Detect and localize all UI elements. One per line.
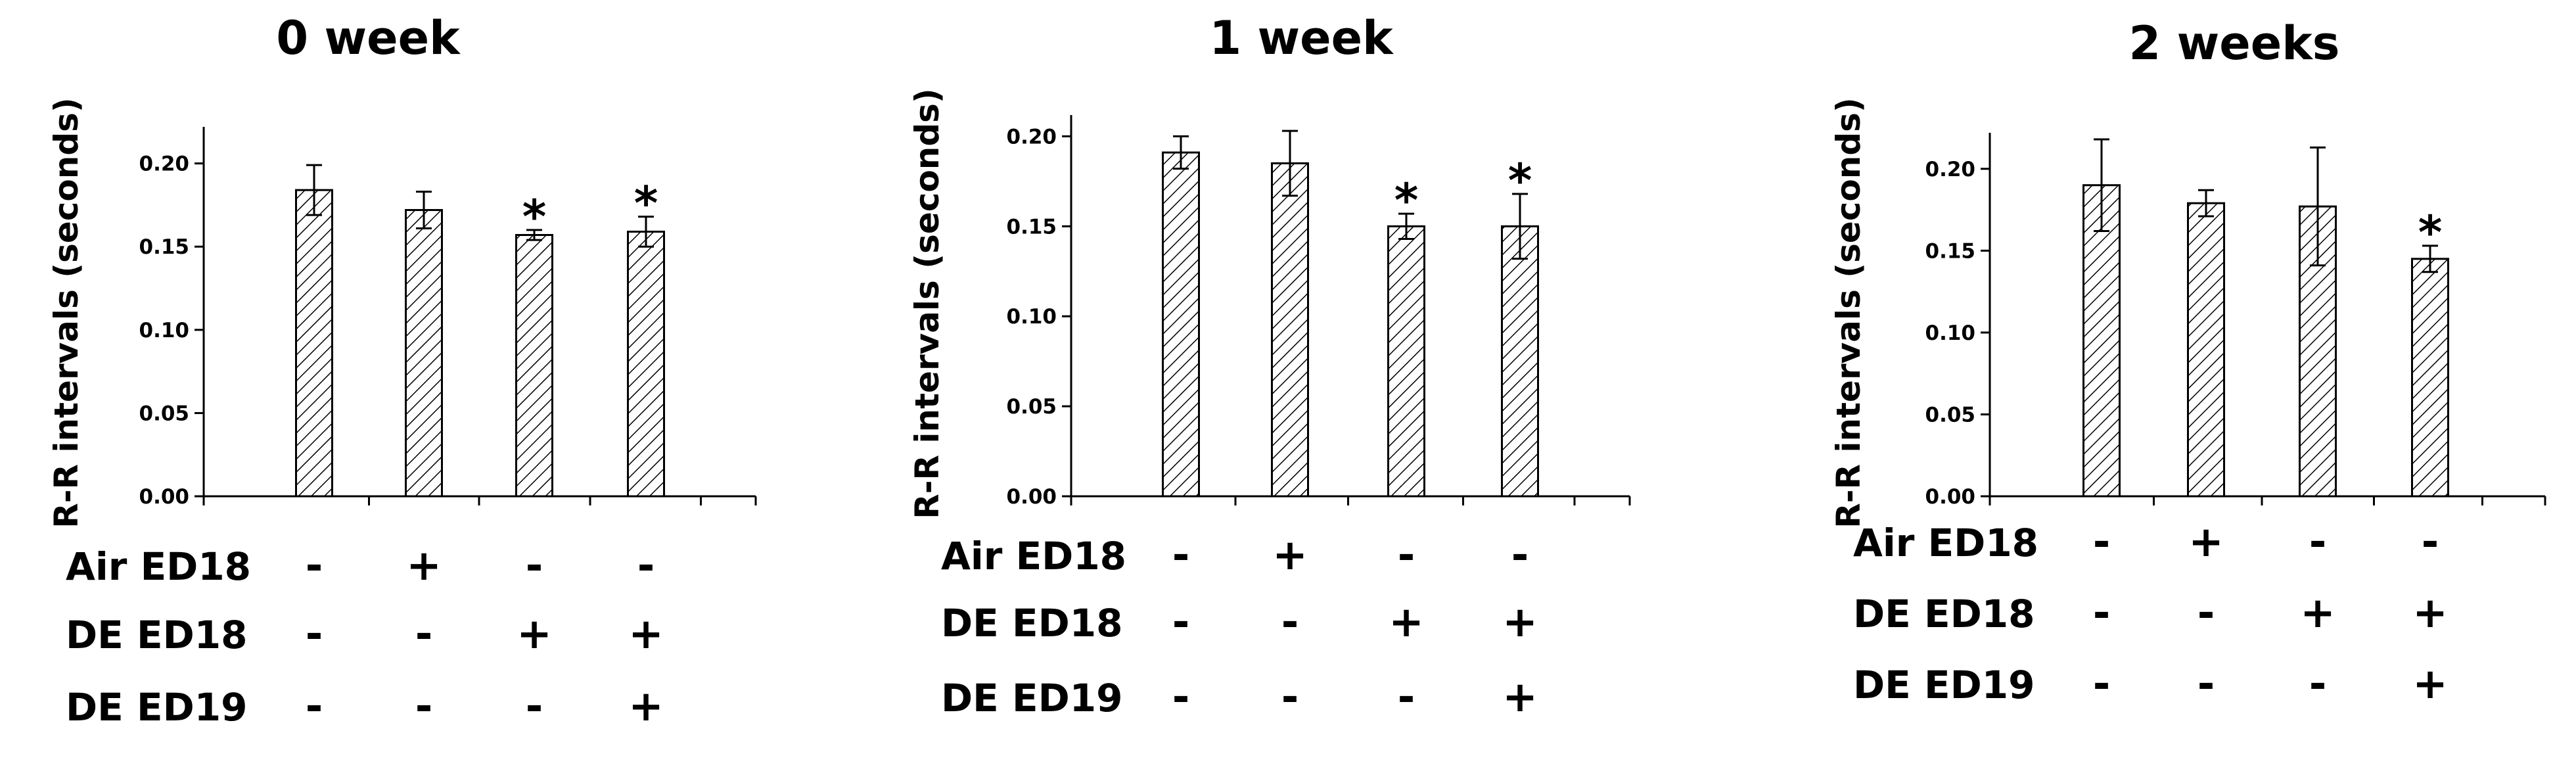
condition-label: DE ED19 bbox=[941, 676, 1122, 720]
condition-label: DE ED19 bbox=[1853, 663, 2035, 707]
significance-marker-3: * bbox=[2418, 206, 2443, 260]
y-axis-label: R-R intervals (seconds) bbox=[908, 88, 946, 519]
condition-label: DE ED19 bbox=[66, 685, 247, 730]
condition-sign: - bbox=[2309, 660, 2327, 709]
chart-title: 2 weeks bbox=[2129, 16, 2340, 70]
bar-3 bbox=[627, 230, 665, 498]
y-axis-label: R-R intervals (seconds) bbox=[47, 97, 85, 528]
bar-1 bbox=[405, 209, 443, 498]
condition-sign: + bbox=[517, 610, 552, 659]
significance-marker-3: * bbox=[634, 177, 658, 231]
y-tick-label: 0.15 bbox=[139, 235, 190, 259]
y-tick-label: 0.00 bbox=[1925, 485, 1976, 509]
condition-sign: + bbox=[406, 542, 442, 590]
condition-sign: - bbox=[526, 542, 543, 590]
condition-sign: - bbox=[526, 682, 543, 731]
y-tick-label: 0.00 bbox=[139, 485, 190, 509]
bar-0 bbox=[1162, 151, 1200, 498]
bar-2 bbox=[1387, 225, 1425, 498]
condition-sign: - bbox=[415, 610, 433, 659]
condition-sign: + bbox=[2300, 589, 2335, 638]
bar-0 bbox=[295, 189, 333, 498]
chart-title: 1 week bbox=[1209, 11, 1394, 65]
y-tick-label: 0.00 bbox=[1007, 485, 1057, 509]
y-tick-label: 0.20 bbox=[1007, 125, 1057, 149]
condition-label: DE ED18 bbox=[1853, 592, 2035, 636]
condition-label: Air ED18 bbox=[66, 544, 251, 589]
chart-title: 0 week bbox=[276, 11, 461, 65]
condition-sign: - bbox=[1281, 598, 1299, 647]
chart-panel-2: 2 weeks R-R intervals (seconds) 0.00 0.05 0.… bbox=[1829, 16, 2546, 709]
y-tick-label: 0.10 bbox=[1007, 305, 1057, 329]
condition-sign: + bbox=[1502, 598, 1538, 647]
condition-sign: - bbox=[2093, 589, 2111, 638]
y-tick-label: 0.20 bbox=[139, 152, 190, 176]
condition-sign: + bbox=[2412, 589, 2448, 638]
condition-sign: - bbox=[637, 542, 655, 590]
condition-sign: + bbox=[628, 682, 664, 731]
condition-sign: - bbox=[2197, 589, 2215, 638]
condition-label: DE ED18 bbox=[66, 613, 247, 657]
y-tick-label: 0.05 bbox=[1007, 395, 1057, 419]
condition-sign: + bbox=[1389, 598, 1424, 647]
condition-sign: - bbox=[2197, 660, 2215, 709]
condition-label: DE ED18 bbox=[941, 601, 1122, 645]
chart-panel-0: 0 week R-R intervals (seconds) 0.00 0.05 0.1… bbox=[47, 11, 757, 731]
bar-1 bbox=[1271, 162, 1309, 498]
y-tick-label: 0.15 bbox=[1007, 215, 1057, 239]
condition-sign: - bbox=[1172, 531, 1190, 580]
condition-sign: + bbox=[1272, 531, 1308, 580]
y-tick-label: 0.20 bbox=[1925, 158, 1976, 181]
condition-label: Air ED18 bbox=[1853, 521, 2038, 565]
condition-sign: + bbox=[2188, 518, 2224, 567]
condition-sign: + bbox=[628, 610, 664, 659]
significance-marker-3: * bbox=[1508, 154, 1532, 208]
condition-sign: - bbox=[306, 682, 323, 731]
condition-sign: - bbox=[2309, 518, 2327, 567]
condition-sign: - bbox=[1172, 598, 1190, 647]
condition-sign: - bbox=[1398, 531, 1415, 580]
condition-sign: - bbox=[2422, 518, 2439, 567]
condition-sign: + bbox=[1502, 673, 1538, 722]
condition-sign: - bbox=[2093, 518, 2111, 567]
y-tick-label: 0.05 bbox=[139, 402, 190, 425]
y-tick-label: 0.15 bbox=[1925, 239, 1976, 263]
bar-2 bbox=[515, 234, 553, 498]
condition-sign: - bbox=[306, 610, 323, 659]
bar-0 bbox=[2082, 184, 2121, 498]
bar-3 bbox=[2411, 258, 2449, 498]
y-tick-label: 0.05 bbox=[1925, 403, 1976, 427]
condition-sign: - bbox=[1281, 673, 1299, 722]
significance-marker-2: * bbox=[522, 190, 547, 244]
y-tick-label: 0.10 bbox=[139, 319, 190, 342]
condition-sign: + bbox=[2412, 660, 2448, 709]
significance-marker-2: * bbox=[1394, 174, 1419, 227]
bar-1 bbox=[2187, 202, 2225, 498]
condition-sign: - bbox=[1398, 673, 1415, 722]
condition-sign: - bbox=[415, 682, 433, 731]
condition-sign: - bbox=[1511, 531, 1529, 580]
condition-sign: - bbox=[2093, 660, 2111, 709]
condition-sign: - bbox=[306, 542, 323, 590]
y-tick-label: 0.10 bbox=[1925, 321, 1976, 345]
condition-label: Air ED18 bbox=[941, 534, 1126, 578]
condition-sign: - bbox=[1172, 673, 1190, 722]
y-axis-label: R-R intervals (seconds) bbox=[1829, 97, 1868, 528]
bar-3 bbox=[1501, 225, 1539, 498]
chart-panel-1: 1 week R-R intervals (seconds) 0.00 0.05 0.1… bbox=[908, 11, 1631, 722]
